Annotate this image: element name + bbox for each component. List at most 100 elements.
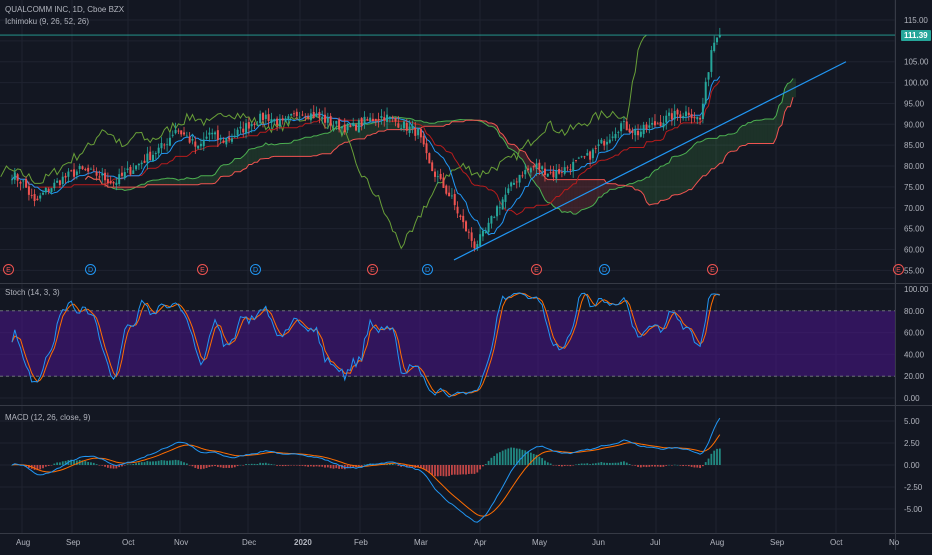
dividend-marker[interactable]: D bbox=[599, 264, 610, 275]
cloud-segment bbox=[238, 159, 241, 172]
candle-body bbox=[352, 123, 354, 126]
candle-body bbox=[228, 137, 230, 139]
earnings-marker[interactable]: E bbox=[367, 264, 378, 275]
macd-hist-bar bbox=[39, 465, 41, 469]
macd-hist-bar bbox=[217, 465, 219, 467]
macd-hist-bar bbox=[640, 465, 642, 467]
candle-body bbox=[166, 144, 168, 145]
macd-hist-bar bbox=[623, 461, 625, 465]
cloud-segment bbox=[537, 168, 540, 188]
candle-body bbox=[524, 170, 526, 174]
candle-body bbox=[144, 161, 146, 163]
time-tick-label: Aug bbox=[16, 538, 30, 547]
macd-hist-bar bbox=[468, 465, 470, 474]
macd-hist-bar bbox=[682, 465, 684, 466]
candle-body bbox=[70, 170, 72, 171]
macd-hist-bar bbox=[471, 465, 473, 474]
candle-body bbox=[98, 176, 100, 177]
macd-hist-bar bbox=[316, 465, 318, 466]
macd-hist-bar bbox=[586, 463, 588, 465]
price-tick-label: 80.00 bbox=[904, 162, 925, 171]
earnings-marker[interactable]: E bbox=[893, 264, 904, 275]
candle-body bbox=[465, 221, 467, 231]
macd-hist-bar bbox=[141, 462, 143, 465]
cloud-segment bbox=[599, 180, 602, 198]
price-tick-label: 105.00 bbox=[904, 58, 929, 67]
candle-body bbox=[434, 172, 436, 177]
macd-hist-bar bbox=[169, 460, 171, 465]
earnings-marker[interactable]: E bbox=[197, 264, 208, 275]
macd-hist-bar bbox=[161, 460, 163, 465]
macd-hist-bar bbox=[251, 464, 253, 465]
candle-body bbox=[358, 120, 360, 132]
macd-hist-bar bbox=[265, 463, 267, 465]
candle-body bbox=[270, 119, 272, 123]
cloud-segment bbox=[565, 180, 568, 213]
macd-hist-bar bbox=[121, 465, 123, 466]
macd-hist-bar bbox=[231, 465, 233, 468]
macd-hist-bar bbox=[223, 465, 225, 468]
price-tick-label: 65.00 bbox=[904, 225, 925, 234]
macd-hist-bar bbox=[197, 465, 199, 469]
candle-body bbox=[578, 158, 580, 159]
candle-body bbox=[251, 124, 253, 126]
macd-hist-bar bbox=[310, 465, 312, 466]
candle-body bbox=[530, 168, 532, 172]
macd-hist-bar bbox=[96, 464, 98, 465]
candle-body bbox=[392, 117, 394, 118]
macd-hist-bar bbox=[62, 461, 64, 465]
dividend-marker[interactable]: D bbox=[85, 264, 96, 275]
candle-body bbox=[705, 82, 707, 104]
macd-hist-bar bbox=[617, 463, 619, 465]
macd-hist-bar bbox=[696, 465, 698, 468]
stoch-title: Stoch (14, 3, 3) bbox=[5, 288, 60, 297]
candle-body bbox=[507, 188, 509, 193]
time-tick-label: Oct bbox=[122, 538, 135, 547]
cloud-segment bbox=[553, 180, 556, 209]
candle-body bbox=[316, 114, 318, 118]
macd-hist-bar bbox=[569, 465, 571, 466]
candle-body bbox=[380, 116, 382, 118]
cloud-segment bbox=[153, 180, 156, 185]
macd-hist-bar bbox=[584, 464, 586, 465]
price-tick-label: 115.00 bbox=[904, 16, 928, 25]
earnings-marker[interactable]: E bbox=[3, 264, 14, 275]
cloud-segment bbox=[207, 176, 210, 184]
macd-hist-bar bbox=[606, 463, 608, 465]
candle-body bbox=[696, 117, 698, 120]
candle-body bbox=[395, 118, 397, 122]
macd-hist-bar bbox=[53, 464, 55, 465]
price-tick-label: 55.00 bbox=[904, 266, 925, 275]
candle-body bbox=[397, 123, 399, 127]
time-tick-label: Dec bbox=[242, 538, 256, 547]
time-tick-label: Mar bbox=[414, 538, 428, 547]
candle-body bbox=[268, 114, 270, 121]
candle-body bbox=[445, 186, 447, 194]
candle-body bbox=[375, 119, 377, 121]
candle-body bbox=[716, 37, 718, 42]
cloud-segment bbox=[331, 128, 334, 153]
candle-body bbox=[84, 169, 86, 170]
cloud-segment bbox=[675, 156, 678, 195]
cloud-segment bbox=[308, 137, 311, 156]
earnings-marker[interactable]: E bbox=[707, 264, 718, 275]
candle-body bbox=[313, 112, 315, 118]
dividend-marker[interactable]: D bbox=[250, 264, 261, 275]
macd-hist-bar bbox=[175, 460, 177, 465]
macd-hist-bar bbox=[166, 461, 168, 465]
candle-body bbox=[448, 193, 450, 197]
candle-body bbox=[231, 139, 233, 142]
candle-body bbox=[14, 172, 16, 180]
candle-body bbox=[414, 128, 416, 136]
candle-body bbox=[569, 169, 571, 170]
cloud-segment bbox=[697, 142, 700, 182]
macd-hist-bar bbox=[561, 465, 563, 466]
macd-hist-bar bbox=[660, 465, 662, 467]
earnings-marker[interactable]: E bbox=[531, 264, 542, 275]
candle-body bbox=[364, 117, 366, 124]
macd-hist-bar bbox=[273, 465, 275, 466]
time-tick-label: Oct bbox=[830, 538, 843, 547]
macd-hist-bar bbox=[547, 462, 549, 465]
dividend-marker[interactable]: D bbox=[422, 264, 433, 275]
